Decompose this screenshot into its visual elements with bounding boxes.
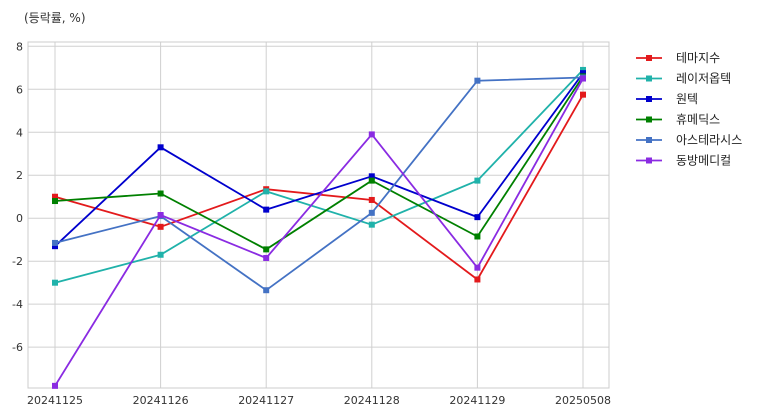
data-point (263, 287, 270, 294)
x-tick-label: 20241127 (238, 394, 294, 407)
data-point (474, 233, 481, 240)
legend-item: 원텍 (636, 92, 698, 106)
data-point (474, 276, 481, 283)
data-point (580, 66, 586, 73)
legend-marker (646, 116, 652, 123)
data-point (157, 223, 164, 230)
data-point (368, 173, 375, 180)
legend-label: 레이저옵텍 (676, 72, 731, 86)
x-tick-label: 20241125 (27, 394, 83, 407)
data-point (52, 279, 58, 286)
data-point (157, 144, 164, 151)
data-point (263, 246, 270, 253)
y-tick-label: 2 (16, 169, 23, 182)
series-1 (52, 91, 586, 283)
y-tick-label: -2 (12, 255, 23, 268)
data-point (474, 214, 481, 221)
legend-label: 휴메딕스 (676, 113, 720, 127)
data-point (474, 77, 481, 84)
tick-labels: -6 -4 -2 0 2 4 6 8 20241125 20241126 20241127 20241… (12, 40, 611, 407)
series-line (54, 69, 584, 284)
legend-item: 레이저옵텍 (636, 72, 731, 86)
data-point (52, 193, 58, 200)
data-point (474, 177, 481, 184)
series-line (54, 76, 584, 292)
legend-marker (646, 137, 652, 143)
y-tick-label: -4 (12, 298, 23, 311)
data-point (157, 212, 164, 218)
series-line (54, 78, 584, 387)
data-point (368, 177, 375, 184)
legend-item: 테마지수 (636, 51, 720, 65)
y-tick-label: 8 (16, 40, 23, 53)
x-tick-label: 20241126 (133, 394, 189, 407)
legend-label: 아스테라시스 (676, 133, 742, 147)
legend-marker (646, 75, 652, 82)
series-2 (52, 66, 586, 286)
y-tick-label: 0 (16, 212, 23, 225)
data-point (52, 382, 58, 389)
data-point (263, 254, 270, 261)
data-point (368, 221, 375, 228)
legend-label: 동방메디컬 (676, 154, 731, 168)
y-tick-label: -6 (12, 341, 23, 354)
series-line (54, 75, 584, 251)
plot-frame (27, 41, 610, 389)
legend-item: 휴메딕스 (636, 113, 720, 127)
legend-marker (646, 55, 652, 61)
x-tick-label: 20241128 (344, 394, 400, 407)
legend-marker (646, 96, 652, 102)
legend-marker (646, 157, 652, 164)
data-point (368, 196, 375, 203)
series-6 (52, 75, 586, 389)
y-tick-label: 4 (16, 126, 23, 139)
legend-label: 테마지수 (676, 51, 720, 65)
legend-item: 아스테라시스 (636, 133, 742, 147)
data-point (263, 188, 270, 195)
data-point (157, 190, 164, 197)
data-point (368, 131, 375, 138)
x-tick-label: 20241129 (449, 394, 505, 407)
data-point (52, 239, 58, 246)
data-point (580, 75, 586, 82)
data-point (580, 91, 586, 98)
data-point (52, 198, 58, 205)
data-point (474, 264, 481, 271)
data-point (157, 251, 164, 258)
series-line (54, 94, 584, 281)
series-layer (52, 66, 586, 389)
data-point (263, 206, 270, 213)
data-point (580, 70, 586, 77)
x-tick-label: 20250508 (555, 394, 611, 407)
y-axis-unit-label: (등락률, %) (24, 11, 86, 25)
legend-item: 동방메디컬 (636, 154, 731, 168)
series-line (54, 72, 584, 247)
series-4 (52, 73, 586, 253)
series-3 (52, 70, 586, 250)
data-point (368, 209, 375, 216)
legend-label: 원텍 (676, 92, 698, 106)
y-tick-label: 6 (16, 83, 23, 96)
data-point (52, 243, 58, 250)
